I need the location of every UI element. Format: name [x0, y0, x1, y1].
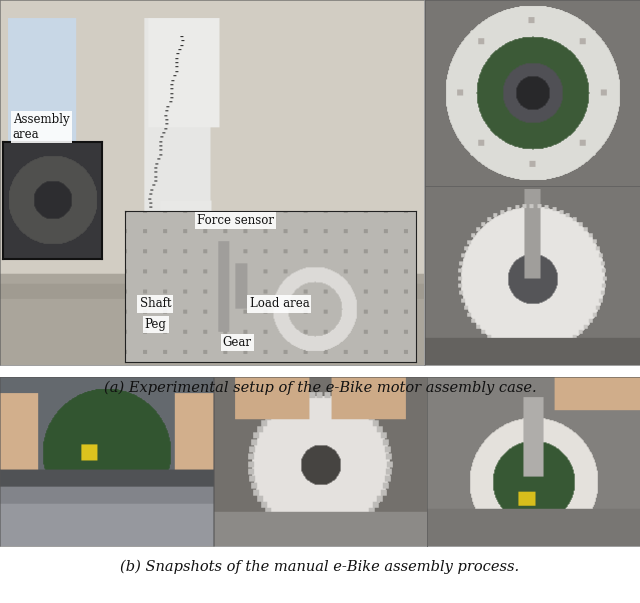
Text: Load area: Load area: [250, 297, 309, 311]
Text: Force sensor: Force sensor: [197, 214, 274, 227]
Text: (b) Snapshots of the manual e-Bike assembly process.: (b) Snapshots of the manual e-Bike assem…: [120, 560, 520, 574]
Text: Assembly
area: Assembly area: [13, 113, 69, 140]
Text: Peg: Peg: [145, 318, 166, 331]
Text: Shaft: Shaft: [140, 297, 171, 311]
Text: Gear: Gear: [223, 336, 252, 349]
Text: (a) Experimental setup of the e-Bike motor assembly case.: (a) Experimental setup of the e-Bike mot…: [104, 381, 536, 396]
